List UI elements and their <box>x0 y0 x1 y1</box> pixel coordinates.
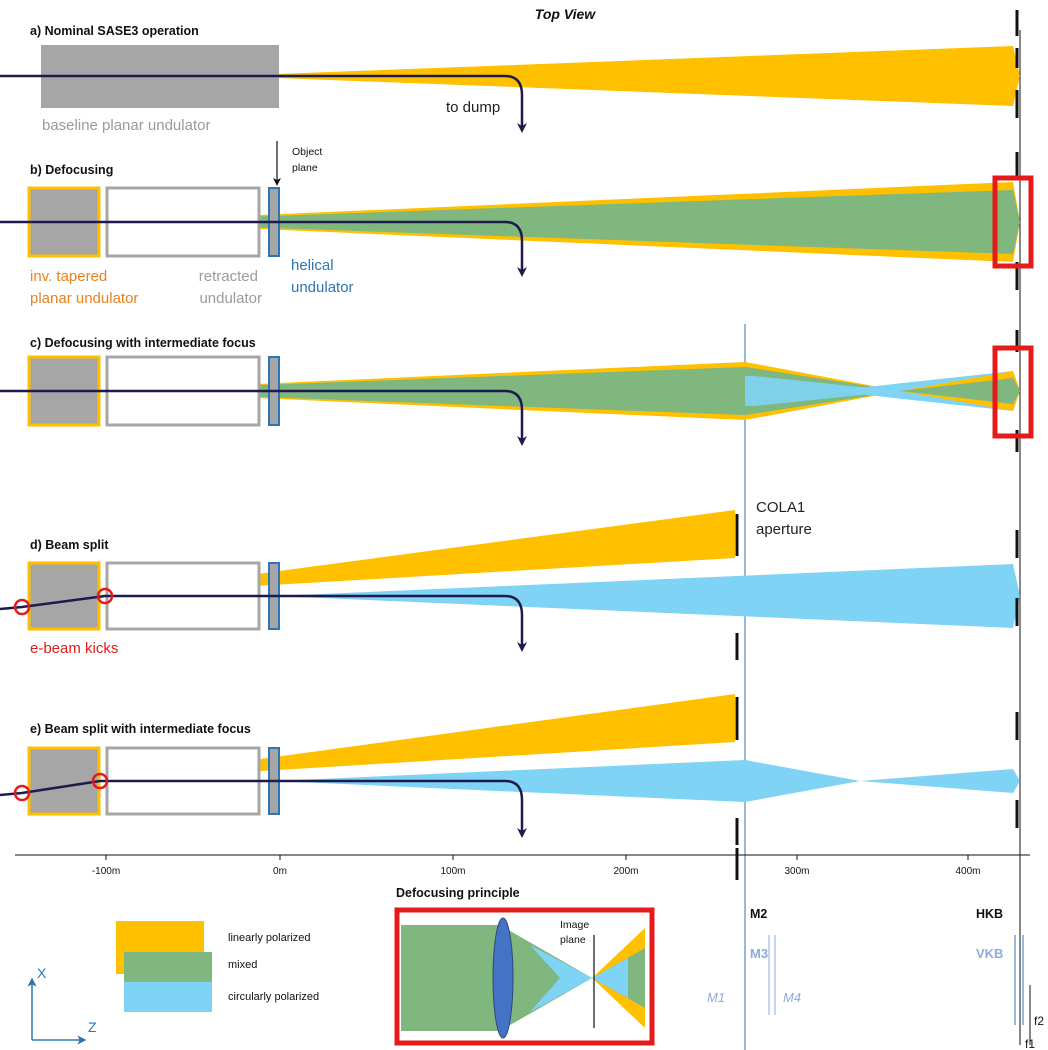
ebeam-kick-marker-d1 <box>13 598 31 616</box>
distance-axis: -100m 0m 100m 200m 300m 400m <box>15 848 1030 880</box>
defocusing-principle-inset: Defocusing principle Image plane <box>394 886 655 1046</box>
row-c-title: c) Defocusing with intermediate focus <box>30 336 256 350</box>
x-axis-label: X <box>37 965 47 981</box>
principle-lens <box>492 917 514 1039</box>
inv-tapered-label-2: planar undulator <box>30 290 138 307</box>
inv-tapered-undulator-e <box>27 746 101 816</box>
principle-image-plane-label-2: plane <box>560 934 586 946</box>
m4-label: M4 <box>783 990 801 1005</box>
legend-mixed-label: mixed <box>228 959 257 971</box>
tick-group: -100m 0m 100m 200m 300m 400m <box>92 855 981 877</box>
row-a: a) Nominal SASE3 operation baseline plan… <box>0 10 1020 134</box>
ebeam-kick-marker-d2 <box>96 587 114 605</box>
row-e-title: e) Beam split with intermediate focus <box>30 722 251 736</box>
ebeam-kicks-label: e-beam kicks <box>30 640 118 657</box>
to-dump-label: to dump <box>446 99 500 116</box>
z-axis-label: Z <box>88 1019 97 1035</box>
object-plane-label-2: plane <box>292 162 318 174</box>
hkb-label: HKB <box>976 907 1003 921</box>
principle-image-plane-label-1: Image <box>560 919 589 931</box>
principle-mixed-block <box>401 925 501 1031</box>
legend-linear-label: linearly polarized <box>228 932 311 944</box>
circular-beam-c-focus-in <box>745 375 900 407</box>
helical-label-2: undulator <box>291 279 354 296</box>
mixed-wedge-c-top <box>745 367 800 376</box>
row-b: b) Defocusing Object plane inv. tapered … <box>0 141 1034 307</box>
retracted-label-2: undulator <box>199 290 262 307</box>
circular-beam-e1 <box>275 760 860 802</box>
axis-tick-label: 200m <box>613 866 638 877</box>
axis-tick-label: 400m <box>955 866 980 877</box>
legend: linearly polarized mixed circularly pola… <box>116 921 319 1012</box>
axis-tick-label: 300m <box>784 866 809 877</box>
m2-label: M2 <box>750 907 767 921</box>
mixed-wedge-c-bot <box>745 406 800 415</box>
mixed-beam-c2 <box>900 378 1020 404</box>
linear-beam-a <box>225 46 1020 106</box>
ebeam-path-c <box>0 389 527 446</box>
ebeam-path-d <box>0 594 527 652</box>
principle-mixed-cone <box>505 928 592 1028</box>
axis-tick-label: -100m <box>92 866 120 877</box>
axes-icon: X Z <box>27 965 97 1045</box>
axis-tick-label: 100m <box>440 866 465 877</box>
object-plane-label-1: Object <box>292 146 322 158</box>
principle-title: Defocusing principle <box>396 886 520 900</box>
row-d-title: d) Beam split <box>30 538 109 552</box>
vkb-label: VKB <box>976 946 1003 961</box>
cola1-label-2: aperture <box>756 521 812 538</box>
principle-circular-cone-out <box>592 958 628 998</box>
row-e: e) Beam split with intermediate focus <box>0 694 1020 845</box>
highlight-box-c <box>992 345 1034 439</box>
baseline-undulator-label: baseline planar undulator <box>42 117 210 134</box>
row-a-title: a) Nominal SASE3 operation <box>30 24 199 38</box>
mirror-labels: M2 M3 M1 M4 HKB VKB f2 f1 <box>707 907 1044 1050</box>
circular-beam-e2 <box>860 769 1020 793</box>
ebeam-kick-marker-e2 <box>91 772 109 790</box>
legend-mixed-swatch <box>124 952 212 982</box>
principle-highlight-box <box>394 907 655 1046</box>
ebeam-path-e <box>0 779 527 838</box>
row-b-title: b) Defocusing <box>30 163 113 177</box>
legend-circular-label: circularly polarized <box>228 991 319 1003</box>
helical-label-1: helical <box>291 257 334 274</box>
inv-tapered-undulator-d <box>27 561 101 631</box>
principle-circular-cone <box>530 945 592 1012</box>
row-d: d) Beam split e-beam kicks COLA1 apertur… <box>0 499 1020 660</box>
diagram-title: Top View <box>535 6 597 22</box>
m1-label: M1 <box>707 990 725 1005</box>
ebeam-path-b <box>0 220 527 277</box>
ebeam-path-a <box>0 74 527 133</box>
legend-circular-swatch <box>124 982 212 1012</box>
cola1-label-1: COLA1 <box>756 499 805 516</box>
circular-beam-d <box>275 564 1020 628</box>
f2-label: f2 <box>1034 1014 1044 1028</box>
inv-tapered-label-1: inv. tapered <box>30 268 107 285</box>
ebeam-kick-marker-e1 <box>13 784 31 802</box>
axis-tick-label: 0m <box>273 866 287 877</box>
retracted-label-1: retracted <box>199 268 258 285</box>
m3-label: M3 <box>750 946 768 961</box>
mixed-beam-b <box>100 190 1020 254</box>
f1-label: f1 <box>1025 1037 1035 1050</box>
highlight-box-b <box>992 175 1034 269</box>
row-c: c) Defocusing with intermediate focus <box>0 330 1034 452</box>
